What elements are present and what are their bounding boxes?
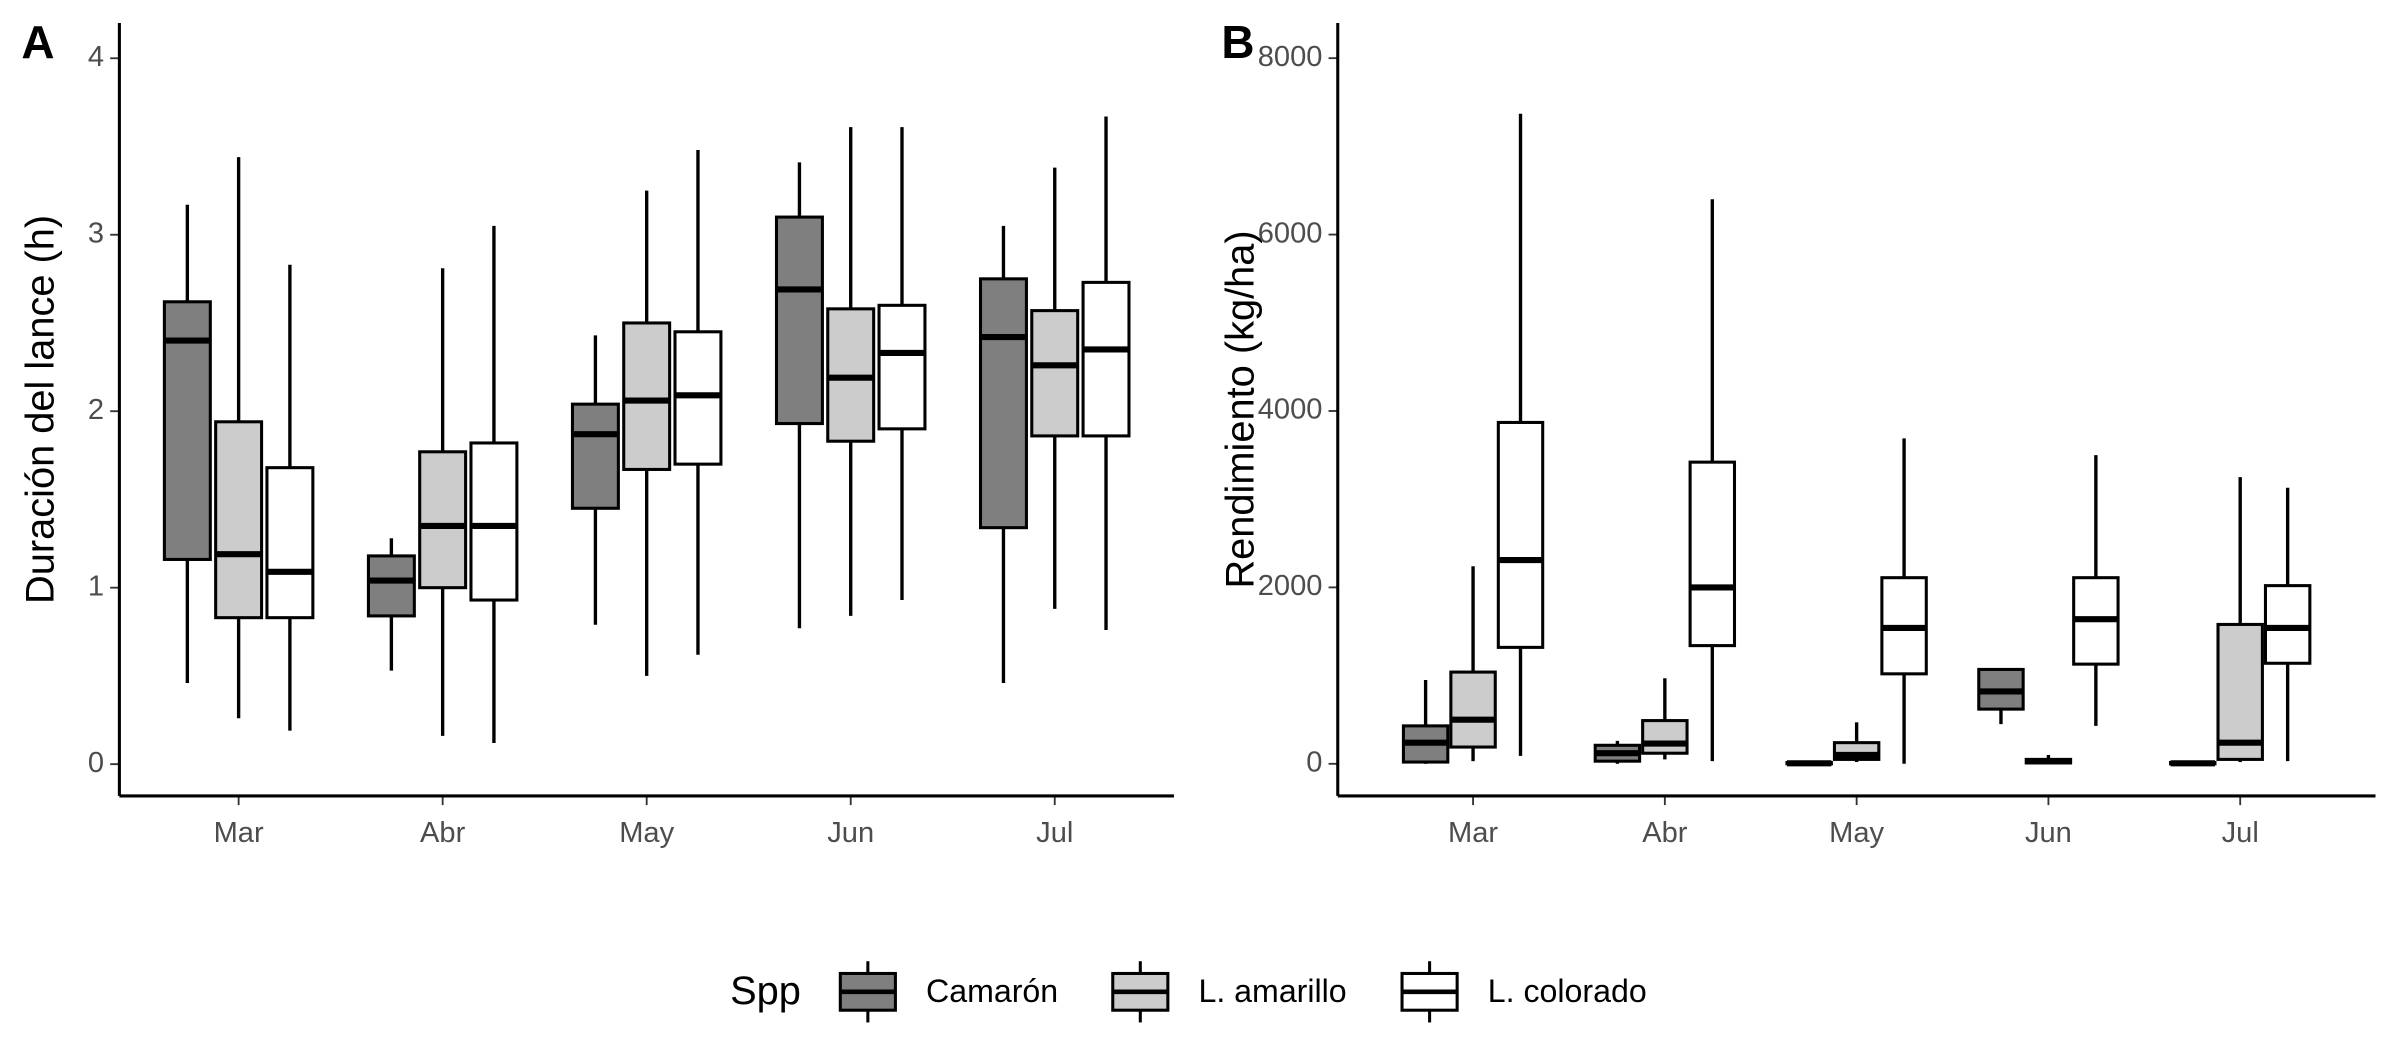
- y-tick-label: 4: [88, 41, 104, 73]
- box: [1449, 670, 1497, 749]
- box: [418, 450, 468, 590]
- x-tick-label: Jul: [1036, 817, 1073, 849]
- y-tick-label: 2: [88, 394, 104, 426]
- x-tick-label: Mar: [214, 817, 264, 849]
- x-tick-label: Mar: [1448, 817, 1498, 849]
- box: [1081, 280, 1131, 438]
- y-axis-title: Duración del lance (h): [18, 215, 62, 604]
- box: [1641, 719, 1689, 755]
- legend-label: Camarón: [926, 973, 1058, 1009]
- x-tick-label: Jul: [2222, 817, 2259, 849]
- legend-title: Spp: [730, 969, 801, 1013]
- y-tick-label: 0: [88, 747, 104, 779]
- box: [265, 466, 315, 620]
- y-tick-label: 1: [88, 570, 104, 602]
- box: [469, 441, 519, 602]
- panel-label: A: [21, 16, 54, 68]
- box: [774, 215, 824, 426]
- box: [877, 303, 927, 431]
- x-tick-label: Abr: [1642, 817, 1688, 849]
- y-tick-label: 8000: [1258, 41, 1323, 73]
- box: [1688, 460, 1737, 648]
- box: [570, 402, 620, 510]
- y-tick-label: 2000: [1258, 570, 1323, 602]
- box: [978, 277, 1028, 530]
- x-tick-label: Abr: [420, 817, 466, 849]
- x-tick-label: Jun: [827, 817, 874, 849]
- panel-label: B: [1221, 16, 1254, 68]
- box: [622, 321, 672, 471]
- y-tick-label: 6000: [1258, 217, 1323, 249]
- x-tick-label: Jun: [2025, 817, 2072, 849]
- legend-label: L. amarillo: [1198, 973, 1346, 1009]
- box: [214, 420, 264, 620]
- x-tick-label: May: [619, 817, 674, 849]
- legend-label: L. colorado: [1488, 973, 1647, 1009]
- y-axis-title: Rendimiento (kg/ha): [1218, 230, 1262, 588]
- y-tick-label: 4000: [1258, 394, 1323, 426]
- box: [366, 554, 416, 618]
- box: [162, 300, 212, 561]
- box: [1030, 309, 1080, 438]
- y-tick-label: 0: [1306, 746, 1322, 778]
- y-tick-label: 3: [88, 217, 104, 249]
- box: [2263, 584, 2312, 665]
- box: [2216, 622, 2264, 761]
- x-tick-label: May: [1829, 817, 1884, 849]
- box: [1496, 420, 1545, 649]
